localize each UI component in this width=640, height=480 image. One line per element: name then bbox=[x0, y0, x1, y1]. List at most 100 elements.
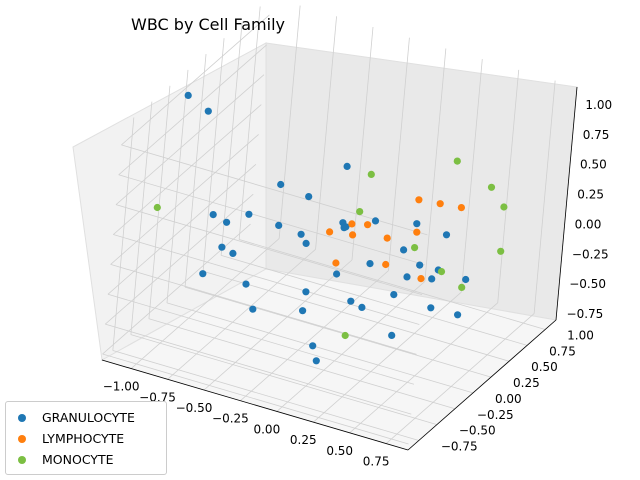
data-point bbox=[348, 220, 356, 228]
y-grid-line bbox=[148, 318, 456, 410]
data-point bbox=[400, 246, 408, 254]
y-axis-line bbox=[407, 319, 557, 451]
x-tick-label: −0.75 bbox=[139, 390, 176, 404]
data-point bbox=[312, 357, 320, 365]
x-tick-label: 0.50 bbox=[326, 444, 353, 458]
x-grid-line bbox=[460, 59, 483, 293]
z-tick-label: 0.00 bbox=[575, 217, 602, 231]
y-grid-line bbox=[112, 117, 135, 351]
z-grid-line bbox=[110, 134, 259, 265]
data-point bbox=[356, 208, 364, 216]
y-tick-label: −0.25 bbox=[477, 408, 514, 422]
data-point bbox=[209, 211, 217, 219]
data-point bbox=[153, 203, 161, 212]
data-point bbox=[229, 249, 237, 257]
y-grid-line bbox=[220, 22, 243, 256]
legend-marker bbox=[18, 455, 26, 464]
y-grid-line bbox=[202, 38, 225, 272]
data-point bbox=[383, 234, 391, 242]
legend: GRANULOCYTE LYMPHOCYTE MONOCYTE bbox=[5, 401, 167, 475]
legend-marker bbox=[18, 434, 26, 443]
data-point bbox=[342, 223, 350, 231]
x-grid-line bbox=[240, 270, 389, 402]
data-point bbox=[388, 331, 396, 339]
x-axis-line bbox=[101, 359, 409, 451]
z-grid-line bbox=[118, 174, 425, 266]
data-point bbox=[427, 304, 435, 312]
data-point bbox=[347, 297, 355, 305]
y-grid-line bbox=[184, 286, 492, 378]
series-monocyte bbox=[153, 157, 508, 340]
x-grid-line bbox=[533, 80, 556, 314]
data-point bbox=[437, 268, 446, 276]
x-grid-line bbox=[278, 5, 301, 239]
y-grid-line bbox=[148, 85, 171, 319]
z-tick-label: 0.50 bbox=[580, 158, 607, 172]
legend-item-lymphocyte: LYMPHOCYTE bbox=[18, 428, 166, 449]
data-point bbox=[366, 260, 374, 268]
data-point bbox=[326, 228, 334, 236]
data-point bbox=[442, 231, 451, 239]
data-point bbox=[341, 331, 349, 340]
z-axis-line bbox=[555, 86, 578, 321]
data-points bbox=[153, 91, 508, 365]
x-tick-label: −0.25 bbox=[212, 412, 249, 426]
data-point bbox=[413, 220, 421, 228]
data-point bbox=[204, 107, 212, 115]
z-tick-label: 0.25 bbox=[577, 188, 604, 202]
z-grid-line bbox=[104, 193, 254, 325]
x-grid-line bbox=[315, 16, 337, 250]
data-point bbox=[223, 218, 231, 226]
data-point bbox=[487, 183, 496, 191]
z-tick-label: −0.50 bbox=[569, 277, 606, 291]
data-point bbox=[364, 221, 372, 229]
legend-label: LYMPHOCYTE bbox=[42, 431, 125, 446]
x-tick-label: 0.00 bbox=[253, 422, 280, 436]
legend-marker bbox=[18, 413, 26, 422]
legend-item-monocyte: MONOCYTE bbox=[18, 449, 166, 470]
data-point bbox=[403, 273, 411, 281]
z-grid-line bbox=[107, 293, 415, 385]
x-grid-line bbox=[167, 248, 316, 380]
z-grid-line bbox=[118, 44, 267, 176]
data-point bbox=[367, 170, 375, 178]
data-point bbox=[249, 305, 257, 313]
y-tick-label: −0.75 bbox=[441, 439, 478, 453]
x-grid-line bbox=[385, 313, 535, 444]
z-grid-line bbox=[115, 74, 265, 205]
x-tick-label: 0.25 bbox=[290, 433, 317, 447]
data-point bbox=[242, 280, 250, 288]
x-grid-line bbox=[388, 37, 410, 271]
data-point bbox=[390, 291, 398, 299]
data-point bbox=[462, 275, 470, 284]
y-tick-label: −0.50 bbox=[459, 424, 496, 438]
x-tick-label: −0.50 bbox=[176, 401, 213, 415]
y-grid-line bbox=[112, 350, 419, 441]
z-tick-label: −0.25 bbox=[572, 247, 609, 261]
chart-title: WBC by Cell Family bbox=[131, 15, 285, 34]
data-point bbox=[453, 157, 461, 165]
data-point bbox=[299, 307, 307, 315]
data-point bbox=[349, 231, 357, 239]
data-point bbox=[457, 204, 465, 212]
data-point bbox=[436, 200, 444, 208]
y-tick-label: 0.25 bbox=[513, 376, 540, 390]
data-point bbox=[218, 243, 226, 251]
z-grid-line bbox=[105, 323, 412, 415]
data-point bbox=[416, 261, 424, 269]
z-tick-label: 1.00 bbox=[585, 98, 612, 112]
data-point bbox=[199, 270, 207, 278]
data-point bbox=[371, 217, 380, 225]
legend-label: MONOCYTE bbox=[42, 452, 114, 467]
z-grid-line bbox=[113, 104, 262, 235]
data-point bbox=[497, 247, 505, 255]
legend-label: GRANULOCYTE bbox=[42, 410, 135, 425]
y-grid-line bbox=[202, 270, 510, 362]
z-grid-line bbox=[102, 353, 409, 445]
data-point bbox=[454, 311, 462, 319]
data-point bbox=[297, 230, 305, 238]
z-grid-line bbox=[102, 223, 251, 355]
z-grid-line bbox=[107, 163, 257, 295]
